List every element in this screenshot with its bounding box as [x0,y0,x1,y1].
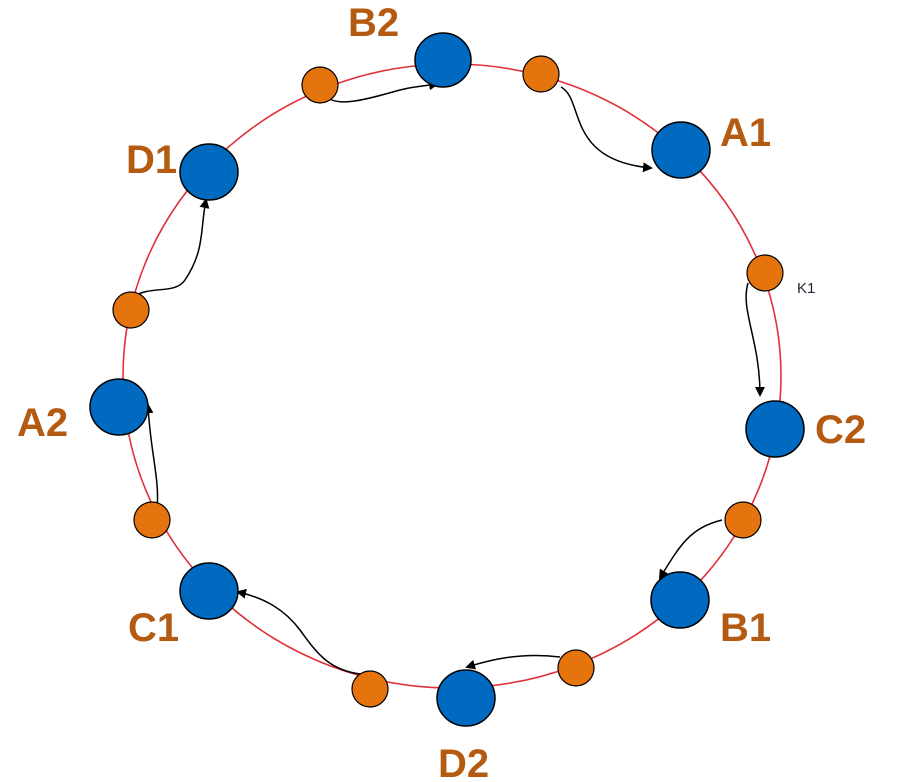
key-point [301,66,339,104]
key-point [522,55,560,93]
node-A2 [89,378,149,436]
node-labels-group: B2 A1 C2 B1 D2 C1 A2 D1 [17,1,866,782]
key-point [557,649,595,687]
node-label-C2: C2 [815,408,866,452]
key-point [351,670,389,708]
key-point [133,501,171,539]
key-point [724,501,762,539]
node-label-B2: B2 [348,1,399,45]
arrows-group [132,80,765,675]
node-C2 [745,400,805,458]
node-label-C1: C1 [128,606,179,650]
arrow-key-7-to-D1 [132,198,210,298]
node-D1 [179,143,239,201]
nodes-group [89,32,805,727]
node-A1 [651,121,711,179]
arrow-key-4-to-D2 [465,654,561,670]
arrow-key-3-to-B1 [658,519,723,580]
node-label-A1: A1 [720,111,771,155]
arrow-key-8-to-B2 [323,80,439,103]
key-point [112,291,150,329]
key-point [746,254,784,292]
arrow-key-2-to-C2 [745,282,765,397]
node-label-D1: D1 [126,138,177,182]
arrow-key-5-to-C1 [236,588,361,675]
key-label-k1: K1 [797,280,815,297]
node-B2 [414,32,472,88]
keys-group [112,55,784,708]
node-D2 [436,669,496,727]
node-B1 [650,571,710,629]
node-label-A2: A2 [17,401,68,445]
node-C1 [179,562,239,620]
node-label-B1: B1 [720,606,771,650]
arrow-key-1-to-A1 [560,86,653,173]
node-label-D2: D2 [438,742,489,782]
arrow-key-6-to-A2 [143,403,159,509]
